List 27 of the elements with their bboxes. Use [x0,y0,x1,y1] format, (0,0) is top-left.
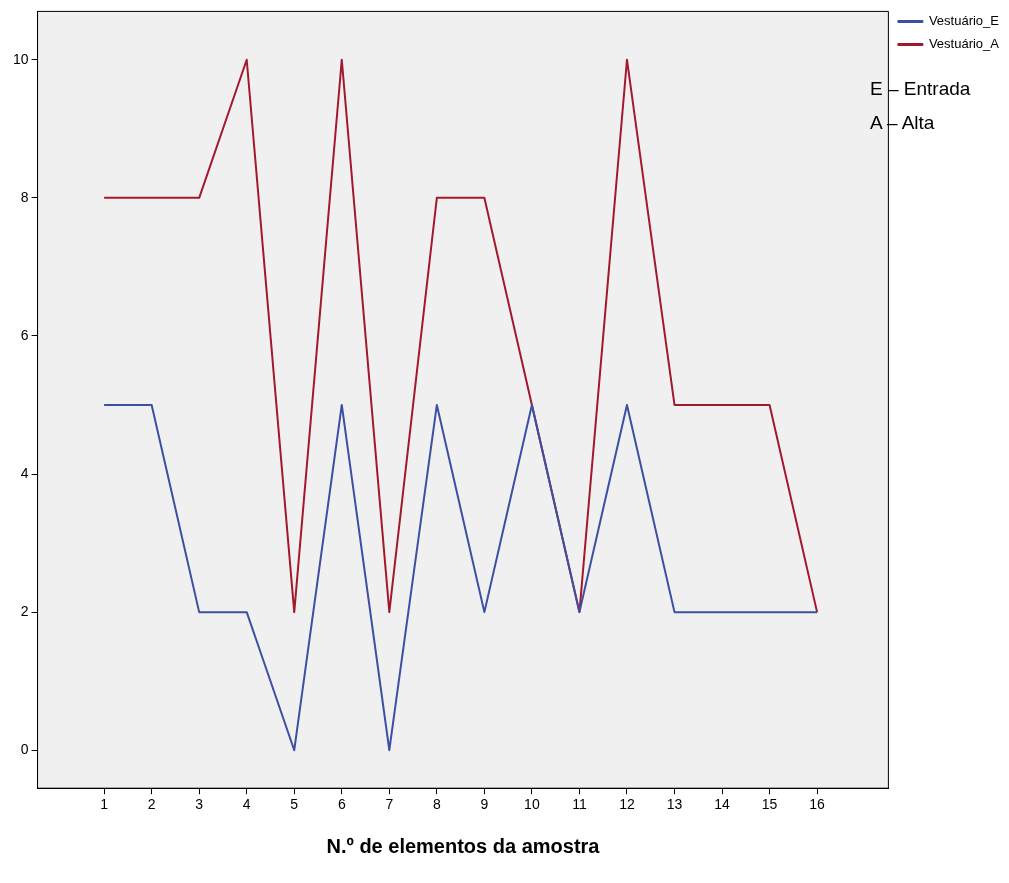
y-tick-label: 8 [20,188,29,205]
x-tick-label: 2 [147,796,156,813]
x-tick-label: 7 [385,796,394,813]
y-tick-label: 2 [20,602,29,619]
x-tick-label: 9 [480,796,489,813]
legend-label: Vestuário_A [928,36,1000,52]
x-tick-label: 11 [572,796,587,813]
x-tick-label: 14 [714,796,731,813]
legend-label: Vestuário_E [928,13,1000,29]
annotation: E – Entrada [870,78,971,100]
x-tick-label: 16 [809,796,826,813]
y-tick-label: 10 [12,50,29,67]
x-tick-label: 8 [432,796,441,813]
x-axis-title: N.º de elementos da amostra [326,834,601,857]
x-tick-label: 10 [524,796,540,813]
x-tick-label: 15 [761,796,778,813]
y-tick-label: 4 [20,464,29,481]
x-tick-label: 12 [619,796,635,813]
x-tick-label: 4 [242,796,251,813]
y-tick-label: 0 [20,741,29,758]
y-tick-label: 6 [20,326,29,343]
x-tick-label: 6 [337,796,346,813]
x-tick-label: 1 [100,796,109,813]
annotation: A – Alta [870,112,936,134]
x-tick-label: 13 [666,796,683,813]
x-tick-label: 5 [290,796,299,813]
x-tick-label: 3 [195,796,204,813]
